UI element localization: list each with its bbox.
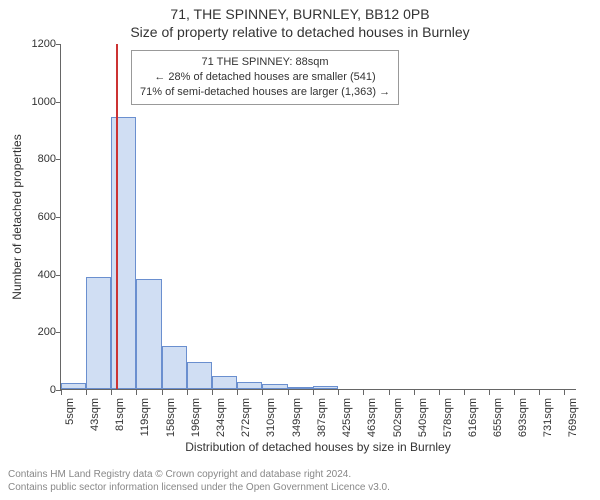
x-tick-mark [389,390,390,395]
x-tick-label: 463sqm [366,398,378,437]
x-tick-mark [313,390,314,395]
x-tick-mark [363,390,364,395]
x-tick-mark [187,390,188,395]
x-tick-label: 693sqm [517,398,529,437]
histogram-bar [187,362,212,389]
x-tick-mark [489,390,490,395]
y-tick-label: 200 [18,326,56,338]
x-tick-mark [111,390,112,395]
histogram-bar [262,384,288,389]
x-tick-label: 769sqm [567,398,579,437]
x-axis-label: Distribution of detached houses by size … [60,440,576,454]
x-tick-mark [237,390,238,395]
x-tick-label: 158sqm [165,398,177,437]
x-tick-mark [514,390,515,395]
histogram-bar [212,376,237,389]
x-tick-label: 234sqm [215,398,227,437]
y-tick-label: 400 [18,269,56,281]
x-tick-label: 540sqm [417,398,429,437]
x-tick-mark [136,390,137,395]
y-tick-label: 1200 [18,38,56,50]
y-tick-label: 600 [18,211,56,223]
x-tick-label: 196sqm [190,398,202,437]
x-tick-label: 81sqm [114,398,126,431]
x-tick-mark [464,390,465,395]
x-tick-label: 616sqm [467,398,479,437]
x-tick-mark [212,390,213,395]
legend-box: 71 THE SPINNEY: 88sqm← 28% of detached h… [131,50,399,105]
y-tick-mark [56,159,61,160]
x-tick-mark [439,390,440,395]
histogram-bar [136,279,162,389]
footer-attribution: Contains HM Land Registry data © Crown c… [8,468,390,494]
y-tick-label: 1000 [18,96,56,108]
x-tick-mark [162,390,163,395]
y-tick-mark [56,275,61,276]
x-tick-label: 578sqm [442,398,454,437]
x-tick-mark [262,390,263,395]
chart-title-sub: Size of property relative to detached ho… [0,24,600,40]
x-tick-mark [564,390,565,395]
x-tick-mark [539,390,540,395]
y-tick-label: 800 [18,153,56,165]
x-tick-label: 502sqm [392,398,404,437]
legend-line1: 71 THE SPINNEY: 88sqm [140,55,390,70]
plot-area: 71 THE SPINNEY: 88sqm← 28% of detached h… [60,44,576,390]
legend-line2: ← 28% of detached houses are smaller (54… [140,70,390,85]
y-tick-mark [56,217,61,218]
x-tick-label: 387sqm [316,398,328,437]
histogram-bar [162,346,187,389]
x-tick-mark [414,390,415,395]
x-tick-label: 655sqm [492,398,504,437]
x-tick-label: 119sqm [139,398,151,436]
x-tick-label: 5sqm [64,398,76,425]
x-tick-mark [61,390,62,395]
x-tick-mark [338,390,339,395]
x-tick-label: 272sqm [240,398,252,437]
chart-frame: 71, THE SPINNEY, BURNLEY, BB12 0PB Size … [0,0,600,500]
x-tick-mark [86,390,87,395]
legend-line3: 71% of semi-detached houses are larger (… [140,85,390,100]
y-tick-mark [56,44,61,45]
histogram-bar [61,383,86,389]
y-tick-label: 0 [18,384,56,396]
x-tick-label: 731sqm [542,398,554,437]
x-tick-label: 425sqm [341,398,353,437]
x-tick-mark [288,390,289,395]
x-tick-label: 310sqm [265,398,277,437]
footer-line-1: Contains HM Land Registry data © Crown c… [8,468,390,481]
y-tick-mark [56,332,61,333]
histogram-bar [288,387,313,389]
histogram-bar [86,277,111,389]
histogram-bar [313,386,338,389]
property-marker-line [116,44,118,389]
x-tick-label: 43sqm [89,398,101,431]
footer-line-2: Contains public sector information licen… [8,481,390,494]
chart-title-main: 71, THE SPINNEY, BURNLEY, BB12 0PB [0,6,600,22]
x-tick-label: 349sqm [291,398,303,437]
y-tick-mark [56,102,61,103]
histogram-bar [237,382,262,389]
